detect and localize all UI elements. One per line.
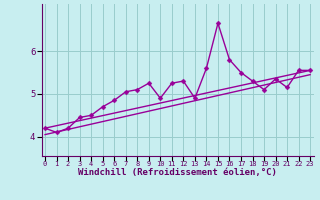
X-axis label: Windchill (Refroidissement éolien,°C): Windchill (Refroidissement éolien,°C) [78, 168, 277, 177]
